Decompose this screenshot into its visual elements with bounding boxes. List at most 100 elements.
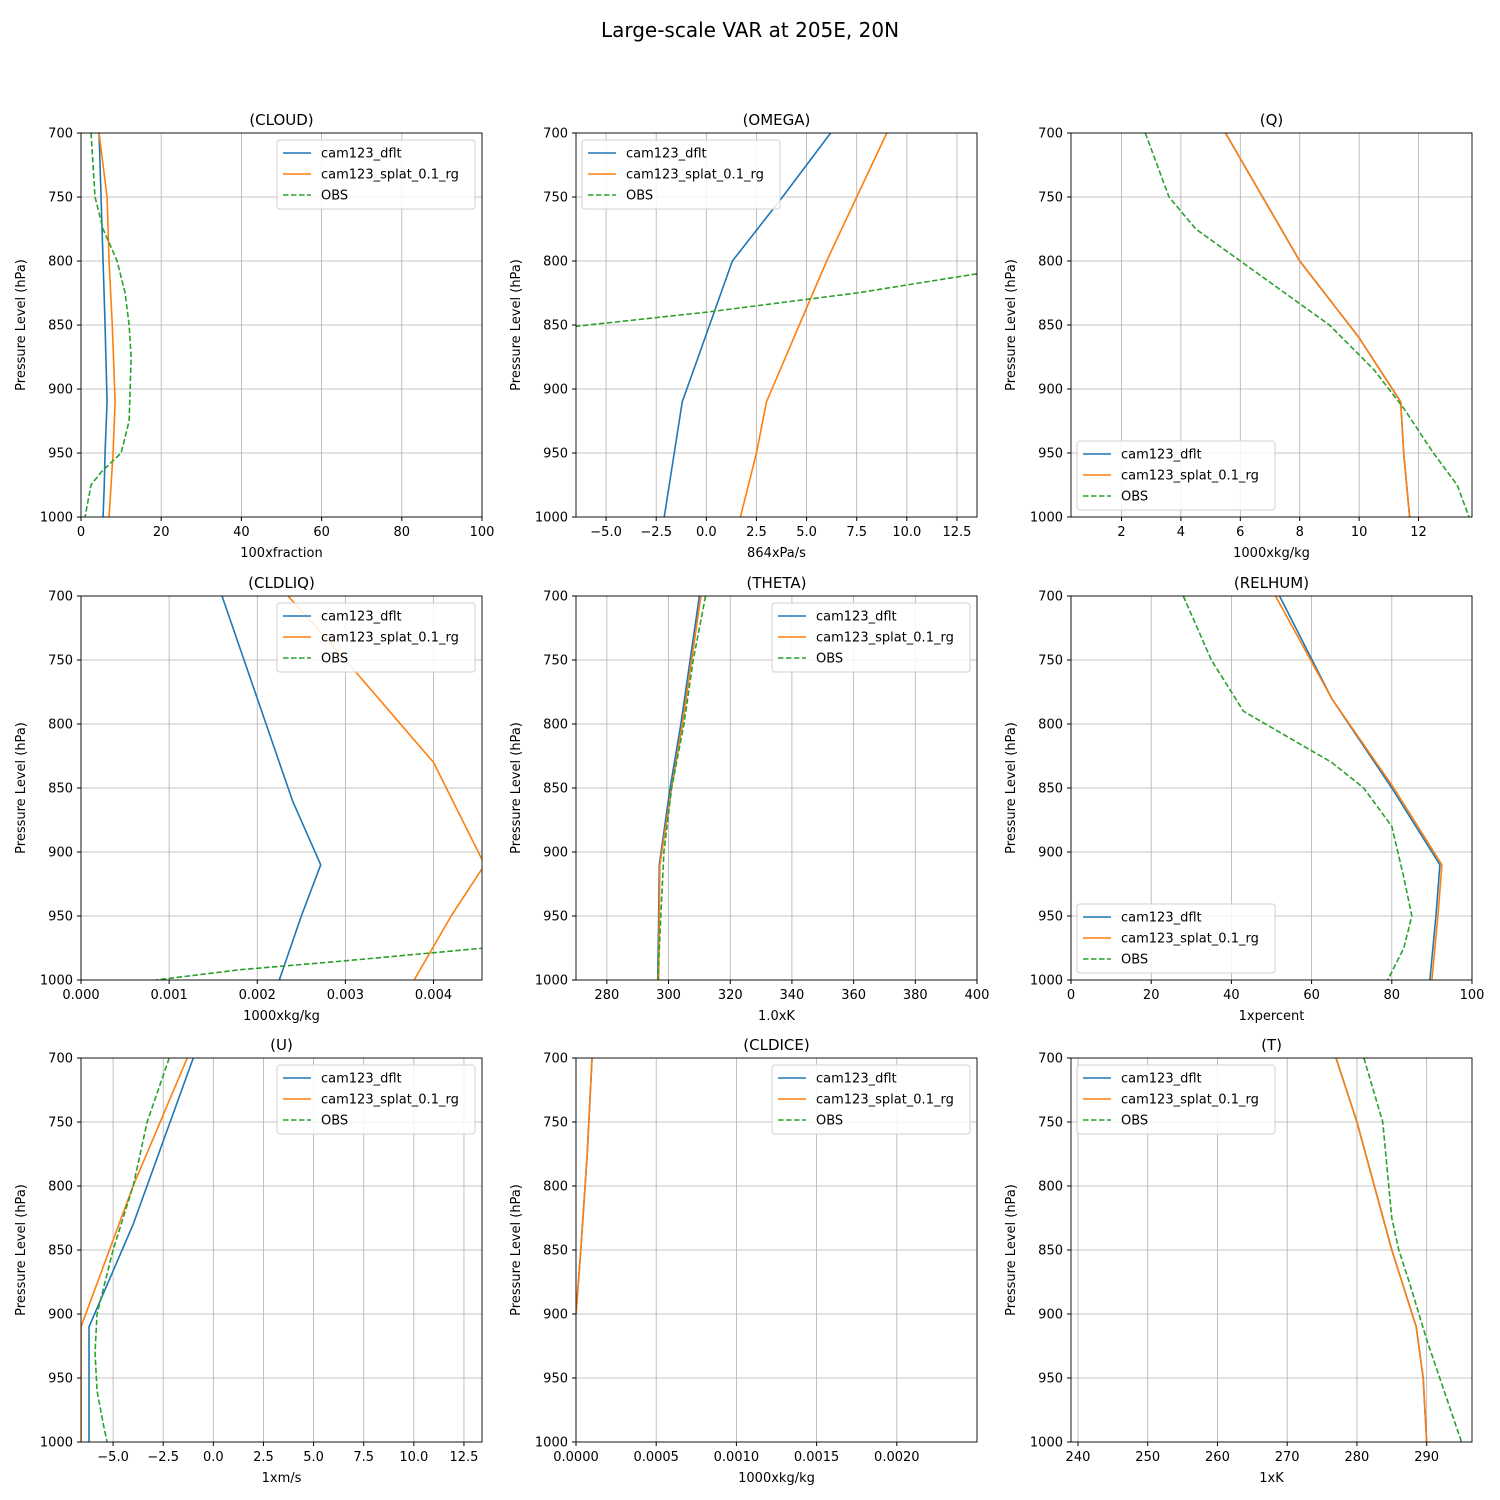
legend: cam123_dflt cam123_splat_0.1_rg OBS [276, 602, 476, 673]
x-tick-label: 300 [656, 988, 681, 1003]
series-line-obs [94, 1058, 170, 1442]
legend: cam123_dflt cam123_splat_0.1_rg OBS [1076, 1064, 1276, 1135]
legend-box [1076, 1064, 1276, 1135]
y-tick-label: 1000 [40, 974, 73, 989]
y-tick-label: 850 [1038, 319, 1063, 334]
x-tick-label: 0 [77, 525, 85, 540]
series-line-obs [576, 273, 977, 328]
y-tick-label: 700 [543, 590, 568, 605]
series-line-cam123-splat-0-1-rg [739, 133, 888, 517]
y-tick-label: 950 [1038, 1372, 1063, 1387]
x-tick-label: 0.000 [62, 988, 99, 1003]
y-tick-label: 1000 [40, 511, 73, 526]
legend-label: cam123_splat_0.1_rg [321, 1093, 459, 1108]
series-line-obs [1363, 1058, 1463, 1442]
legend-label: OBS [816, 1114, 843, 1129]
x-tick-label: 2 [1117, 525, 1125, 540]
y-tick-label: 850 [543, 782, 568, 797]
x-tick-label: 0.0015 [794, 1450, 840, 1465]
series-lines [576, 1058, 593, 1315]
y-tick-label: 900 [543, 383, 568, 398]
series-line-cam123-dflt [98, 133, 108, 517]
legend-label: cam123_dflt [321, 1072, 402, 1087]
x-tick-label: 100 [470, 525, 495, 540]
x-tick-label: −2.5 [147, 1450, 179, 1465]
y-tick-label: 900 [48, 383, 73, 398]
legend-label: cam123_dflt [816, 610, 897, 625]
x-tick-label: 60 [313, 525, 330, 540]
y-tick-label: 1000 [1030, 974, 1063, 989]
x-tick-label: 60 [1303, 988, 1320, 1003]
y-tick-label: 800 [48, 718, 73, 733]
x-axis-label: 1xK [1259, 1471, 1284, 1486]
y-axis-label: Pressure Level (hPa) [509, 259, 524, 391]
y-tick-label: 900 [543, 1308, 568, 1323]
subplot-t: 240 250 260 270 280 290 700 750 800 850 900 950 1000… [1004, 1036, 1473, 1486]
legend-label: cam123_dflt [816, 1072, 897, 1087]
series-line-cam123-splat-0-1-rg [1274, 596, 1443, 980]
x-tick-label: 8 [1296, 525, 1304, 540]
y-tick-label: 750 [48, 1116, 73, 1131]
y-tick-label: 800 [1038, 255, 1063, 270]
y-tick-label: 800 [543, 255, 568, 270]
y-tick-label: 950 [48, 1372, 73, 1387]
x-axis-label: 1.0xK [758, 1009, 795, 1024]
x-axis-label: 1000xkg/kg [243, 1009, 320, 1024]
y-tick-label: 900 [48, 846, 73, 861]
figure-title: Large-scale VAR at 205E, 20N [601, 18, 899, 42]
x-tick-label: 10.0 [892, 525, 921, 540]
y-tick-label: 800 [1038, 1180, 1063, 1195]
legend: cam123_dflt cam123_splat_0.1_rg OBS [1076, 903, 1276, 974]
series-lines [84, 133, 132, 517]
x-tick-label: 0.0020 [874, 1450, 920, 1465]
legend-box [771, 602, 971, 673]
series-lines [576, 133, 977, 517]
x-tick-label: 7.5 [846, 525, 867, 540]
legend: cam123_dflt cam123_splat_0.1_rg OBS [581, 139, 781, 210]
x-tick-label: 20 [1143, 988, 1160, 1003]
legend-label: cam123_splat_0.1_rg [321, 631, 459, 646]
x-tick-label: 2.5 [746, 525, 767, 540]
series-lines [656, 596, 707, 980]
y-tick-label: 1000 [1030, 511, 1063, 526]
x-tick-label: 80 [1384, 988, 1401, 1003]
series-line-cam123-splat-0-1-rg [98, 133, 116, 517]
y-tick-label: 750 [1038, 1116, 1063, 1131]
y-tick-label: 950 [543, 1372, 568, 1387]
series-line-obs [656, 596, 707, 980]
legend-label: cam123_dflt [1121, 1072, 1202, 1087]
x-tick-label: 2.5 [253, 1450, 274, 1465]
x-tick-label: 260 [1205, 1450, 1230, 1465]
y-axis-label: Pressure Level (hPa) [14, 1184, 29, 1316]
series-line-obs [155, 947, 482, 980]
x-tick-label: 4 [1177, 525, 1185, 540]
x-tick-label: 0.0005 [633, 1450, 679, 1465]
y-tick-label: 950 [543, 447, 568, 462]
y-tick-label: 800 [543, 1180, 568, 1195]
x-tick-label: 280 [1345, 1450, 1370, 1465]
y-tick-label: 850 [48, 1244, 73, 1259]
subplot-cloud: 0 20 40 60 80 100 700 750 800 850 900 950 1000 (CLOUD… [14, 111, 494, 561]
legend-label: OBS [1121, 490, 1148, 505]
legend-label: OBS [1121, 1114, 1148, 1129]
series-line-obs [1144, 133, 1470, 517]
legend-label: cam123_dflt [321, 147, 402, 162]
legend-box [276, 602, 476, 673]
y-tick-label: 700 [1038, 590, 1063, 605]
y-axis-label: Pressure Level (hPa) [509, 1184, 524, 1316]
x-tick-label: 5.0 [303, 1450, 324, 1465]
subplot-title: (T) [1261, 1036, 1282, 1054]
y-tick-label: 900 [1038, 1308, 1063, 1323]
subplot-omega: −5.0 −2.5 0.0 2.5 5.0 7.5 10.0 12.5 700 750 800 850… [509, 111, 978, 561]
x-tick-label: 0.003 [327, 988, 364, 1003]
x-axis-label: 1xm/s [262, 1471, 302, 1486]
x-tick-label: 290 [1414, 1450, 1439, 1465]
y-tick-label: 750 [48, 191, 73, 206]
x-tick-label: 0.0010 [714, 1450, 760, 1465]
x-tick-label: 12.5 [449, 1450, 478, 1465]
x-tick-label: 270 [1275, 1450, 1300, 1465]
x-tick-label: 7.5 [353, 1450, 374, 1465]
y-tick-label: 700 [543, 127, 568, 142]
series-line-cam123-splat-0-1-rg [1335, 1058, 1428, 1442]
series-line-cam123-splat-0-1-rg [657, 596, 702, 980]
